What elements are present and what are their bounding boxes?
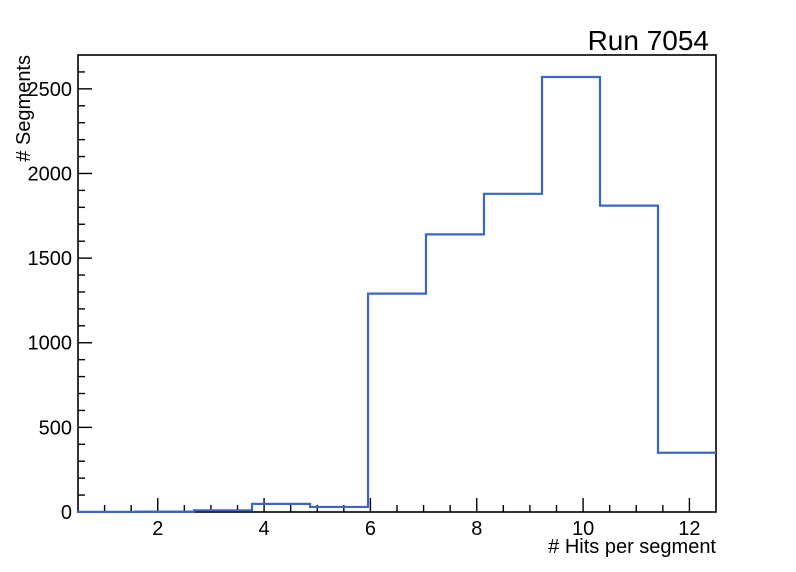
x-tick-label: 4 [259,518,270,540]
x-tick-label: 8 [471,518,482,540]
y-axis-title: # Segments [13,55,35,162]
chart-title: Run 7054 [588,25,709,56]
y-tick-label: 1000 [28,333,73,355]
y-tick-label: 2500 [28,79,73,101]
histogram-step-line [76,75,716,513]
axis-labels-layer: 2 4 6 8 10 12 0 500 1000 1500 2000 2500 [28,79,701,540]
x-tick-label: 10 [572,518,594,540]
x-tick-label: 12 [678,518,700,540]
x-tick-label: 2 [152,518,163,540]
axis-ticks-layer [77,54,717,513]
y-tick-label: 500 [39,417,72,439]
x-tick-label: 6 [365,518,376,540]
y-tick-label: 2000 [28,163,73,185]
x-axis-title: # Hits per segment [548,536,716,558]
y-tick-label: 0 [61,502,72,524]
plot-frame [77,54,717,513]
y-tick-label: 1500 [28,248,73,270]
histogram-series-layer [76,75,716,513]
